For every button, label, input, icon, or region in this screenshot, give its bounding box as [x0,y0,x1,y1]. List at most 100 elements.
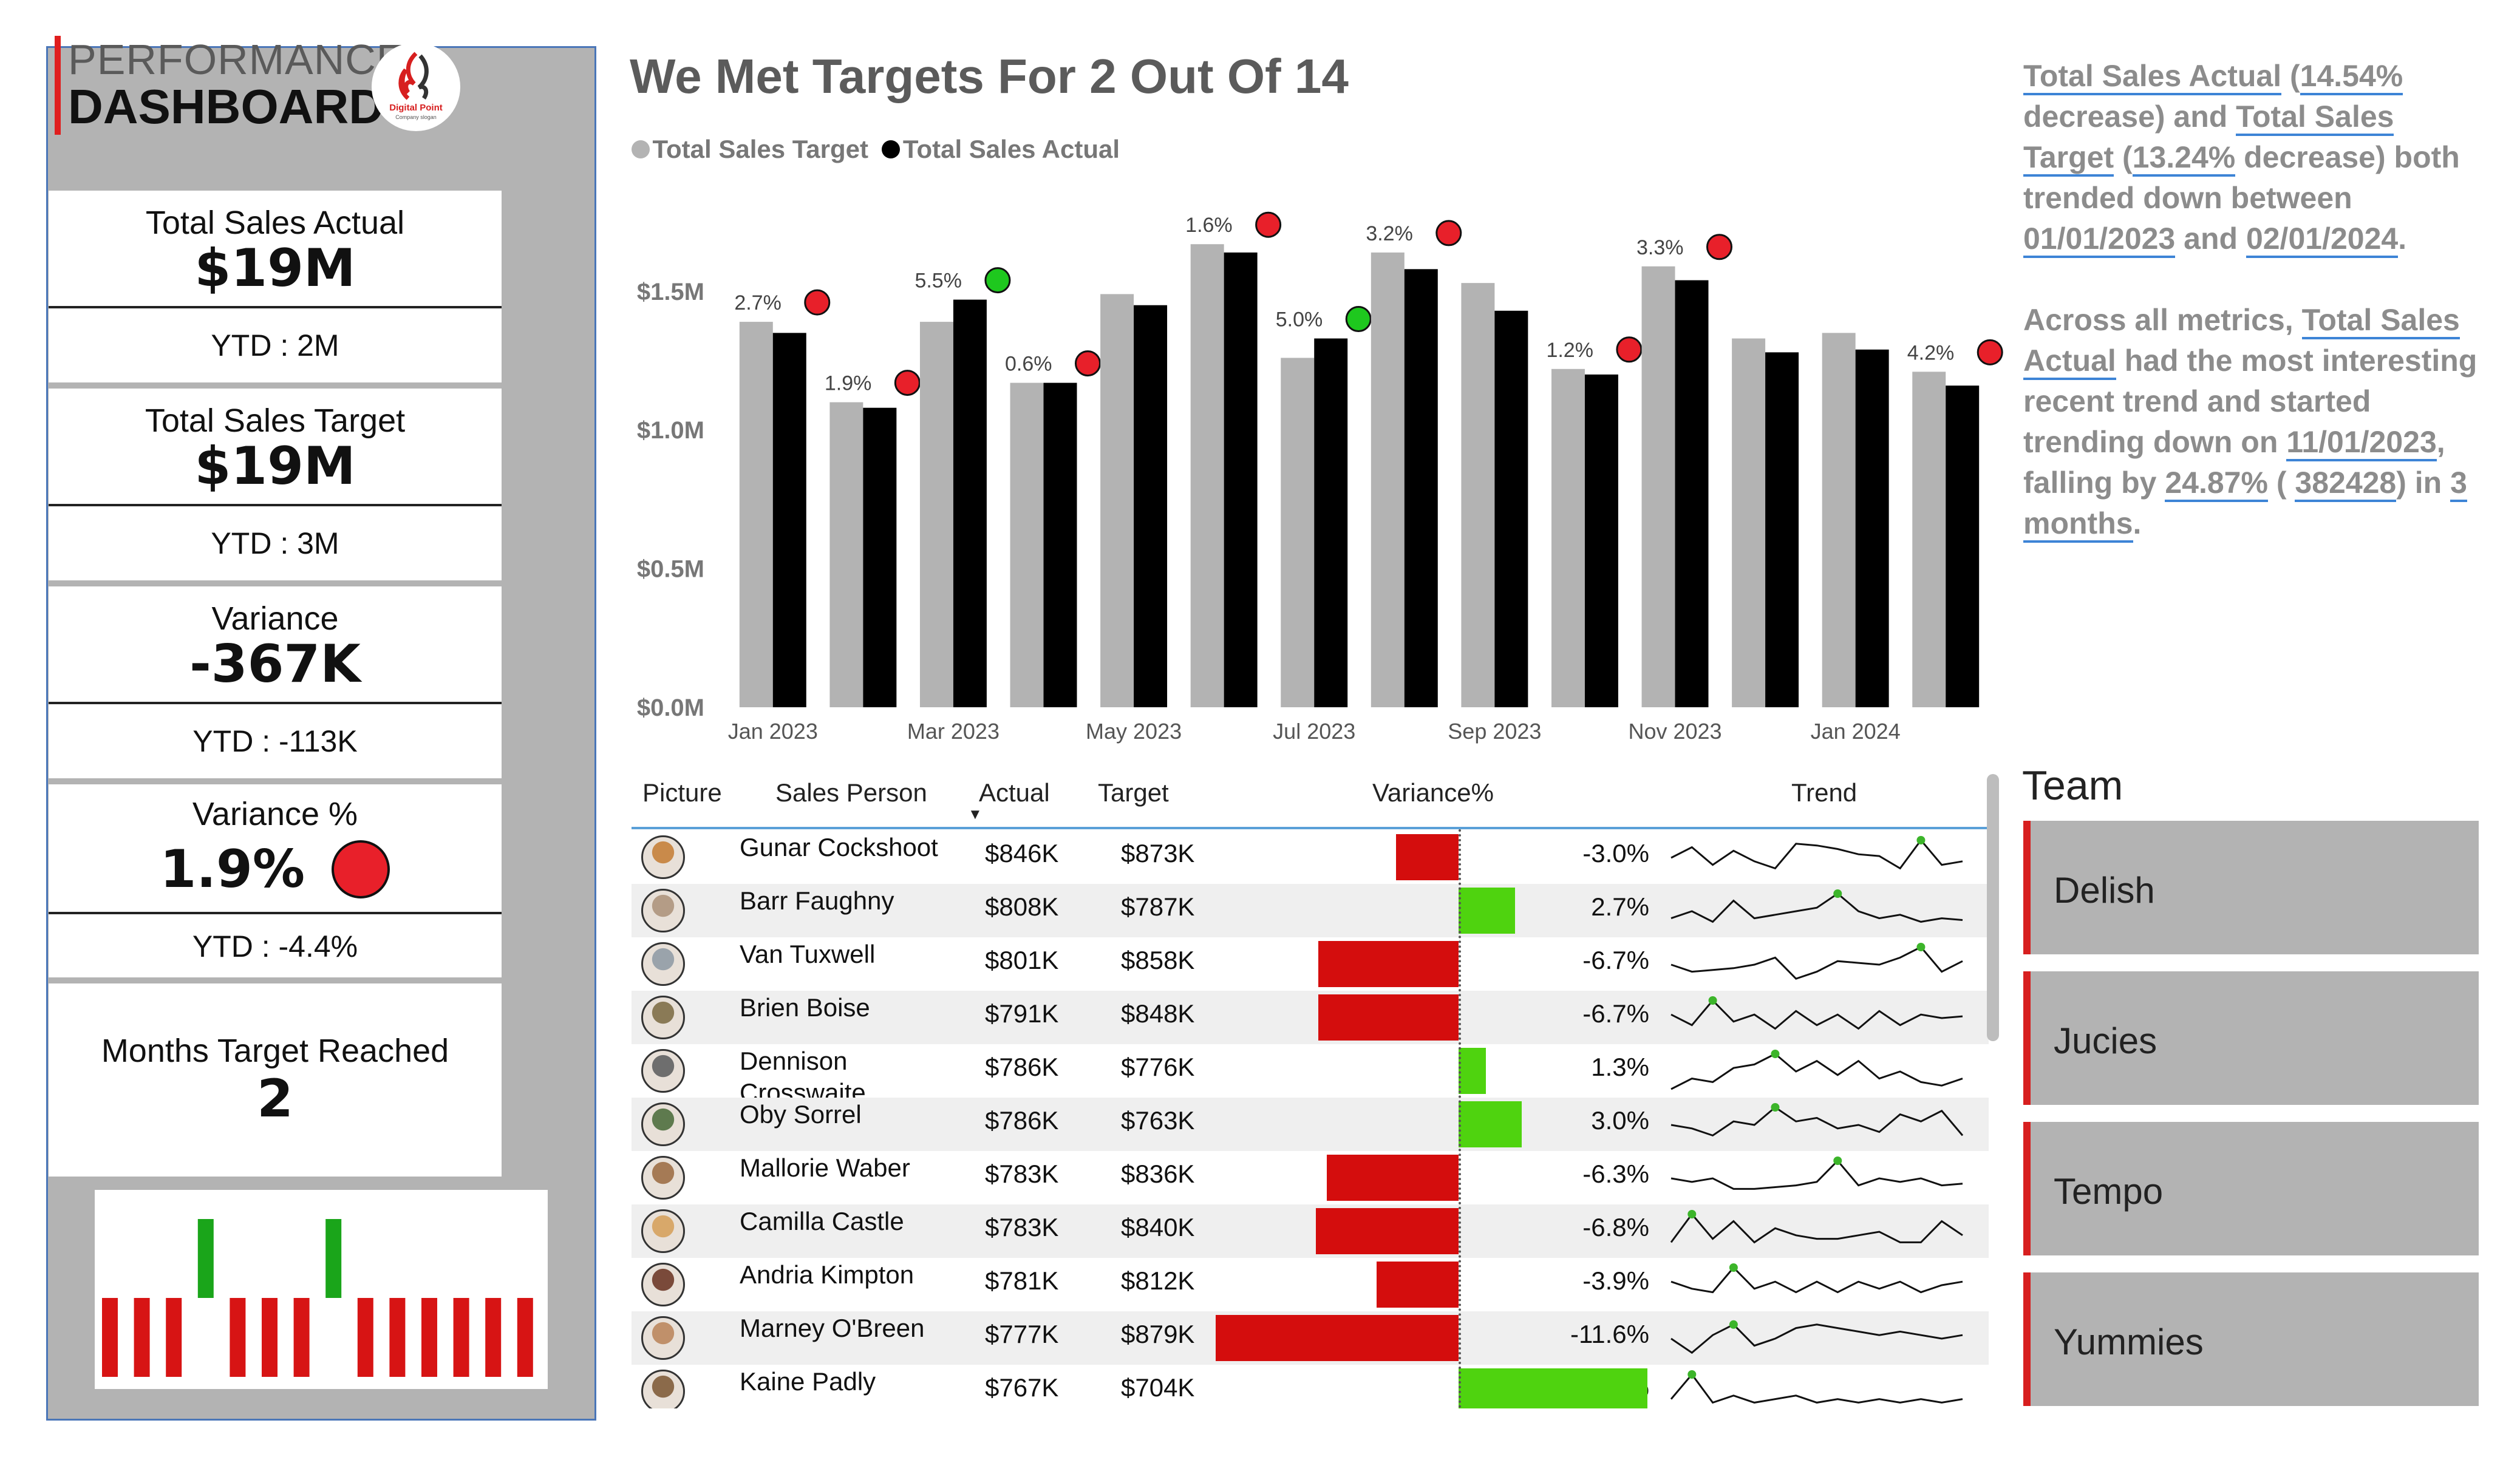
trend-sparkline [1670,943,1963,980]
bar-target[interactable] [1641,266,1675,707]
column-header-picture[interactable]: Picture [642,778,722,807]
bar-actual[interactable] [1404,269,1438,707]
narrative-text: ( [2281,59,2300,93]
logo-flame-icon: Digital Point Company slogan [389,52,443,120]
target-value: $812K [1121,1266,1195,1295]
variance-data-label: 3.3% [1636,236,1684,259]
table-row[interactable]: Oby Sorrel $786K $763K 3.0% [632,1098,1989,1151]
team-option-label: Yummies [2054,1322,2204,1362]
sales-person-name: Van Tuxwell [740,940,876,968]
kpi-card-months-reached: Months Target Reached 2 [49,983,502,1177]
table-row[interactable]: Kaine Padly$767K$704K9.0% [632,1365,1989,1408]
dashboard-title-line2: DASHBOARD [68,80,384,134]
actual-value: $783K [985,1160,1059,1188]
sales-person-name: Andria Kimpton [740,1260,914,1289]
narrative-date[interactable]: 01/01/2023 [2023,222,2176,258]
table-row[interactable]: Barr Faughny $808K $787K 2.7% [632,884,1989,937]
bar-target[interactable] [739,322,773,707]
bar-target[interactable] [919,322,953,707]
bar-target[interactable] [1190,244,1224,708]
narrative-text: ( [2114,140,2133,174]
variance-status-icon [1074,350,1101,377]
narrative-metric-link[interactable]: Total Sales Target [2023,100,2394,177]
column-header-actual[interactable]: Actual [979,778,1050,807]
team-option-jucies[interactable]: Jucies [2023,971,2479,1105]
column-header-variance[interactable]: Variance% [1372,778,1494,807]
table-row[interactable]: Andria Kimpton $781K $812K -3.9% [632,1258,1989,1311]
narrative-value[interactable]: 3 [2450,466,2467,502]
table-row[interactable]: Mallorie Waber $783K $836K -6.3% [632,1151,1989,1204]
bar-actual[interactable] [1765,352,1799,707]
target-value: $873K [1121,839,1195,868]
column-header-trend[interactable]: Trend [1791,778,1858,807]
bar-target[interactable] [1371,252,1405,707]
actual-value: $786K [985,1106,1059,1135]
narrative-text: . [2398,222,2407,256]
narrative-value[interactable]: months [2023,506,2133,543]
bar-target[interactable] [1100,294,1134,707]
bar-target[interactable] [829,402,863,707]
chart-legend: Total Sales Target Total Sales Actual [632,135,1120,164]
narrative-paragraph-2: Across all metrics, Total Sales Actual h… [2023,300,2491,544]
trend-sparkline [1670,1050,1963,1090]
narrative-text: , falling by [2023,425,2445,500]
column-header-target[interactable]: Target [1098,778,1169,807]
variance-status-icon [804,289,831,316]
narrative-date[interactable]: 11/01/2023 [2286,425,2437,461]
narrative-metric-link[interactable]: Total Sales Actual [2023,303,2460,380]
narrative-metric-link[interactable]: Total Sales Actual [2023,59,2282,95]
narrative-text: Across all metrics, [2023,303,2302,337]
bar-actual[interactable] [1584,374,1618,707]
bar-target[interactable] [1822,333,1856,707]
table-row[interactable]: Brien Boise $791K $848K -6.7% [632,991,1989,1044]
bar-target[interactable] [1912,372,1946,707]
bar-actual[interactable] [1855,349,1889,707]
table-row[interactable]: Gunar Cockshoot $846K $873K -3.0% [632,830,1989,884]
kpi-label: Variance [211,600,339,637]
legend-target-label[interactable]: Total Sales Target [652,135,868,163]
team-option-tempo[interactable]: Tempo [2023,1122,2479,1255]
narrative-paragraph-1: Total Sales Actual (14.54% decrease) and… [2023,56,2491,259]
actual-value: $846K [985,839,1059,868]
x-tick-label: Jul 2023 [1273,719,1355,744]
bar-actual[interactable] [1675,280,1709,707]
bar-actual[interactable] [1494,310,1528,707]
narrative-value[interactable]: 14.54% [2300,59,2403,95]
narrative-value[interactable]: 24.87% [2165,466,2268,502]
trend-sparkline [1670,1103,1964,1137]
bar-actual[interactable] [1043,382,1077,707]
table-row[interactable]: Camilla Castle $783K $840K -6.8% [632,1204,1989,1258]
bar-target[interactable] [1461,283,1495,707]
bar-actual[interactable] [1946,385,1980,707]
bar-actual[interactable] [1314,338,1348,707]
table-scrollbar[interactable] [1987,774,1999,1041]
column-header-sales-person[interactable]: Sales Person [775,778,927,807]
narrative-value[interactable]: 382428 [2295,466,2397,502]
variance-pct-value: -3.0% [1582,839,1649,868]
bar-actual[interactable] [772,333,806,707]
bar-target[interactable] [1281,358,1315,707]
bar-target[interactable] [1732,338,1766,707]
mini-bar-miss [421,1298,437,1377]
table-row[interactable]: Dennison Crosswaite $786K $776K 1.3% [632,1044,1989,1107]
bar-actual[interactable] [953,299,987,707]
team-option-delish[interactable]: Delish [2023,821,2479,954]
team-option-yummies[interactable]: Yummies [2023,1272,2479,1406]
x-tick-label: Sep 2023 [1448,719,1541,744]
bar-target[interactable] [1551,368,1585,707]
narrative-value[interactable]: 13.24% [2132,140,2236,177]
variance-pct-value: -6.8% [1582,1213,1649,1241]
narrative-date[interactable]: 02/01/2024 [2246,222,2399,258]
bar-target[interactable] [1010,382,1044,707]
legend-actual-label[interactable]: Total Sales Actual [902,135,1120,163]
bar-actual[interactable] [1224,252,1258,707]
bar-actual[interactable] [1134,305,1168,707]
table-row[interactable]: Marney O'Breen $777K $879K -11.6% [632,1311,1989,1365]
mini-bar-hit [197,1219,214,1298]
table-row[interactable]: Van Tuxwell $801K $858K -6.7% [632,937,1989,991]
sort-descending-icon[interactable]: ▼ [968,806,982,823]
variance-status-icon [1977,339,2003,365]
bar-actual[interactable] [863,407,897,707]
sales-person-name: Oby Sorrel [740,1100,862,1129]
variance-pct-value: -6.7% [1582,946,1649,974]
